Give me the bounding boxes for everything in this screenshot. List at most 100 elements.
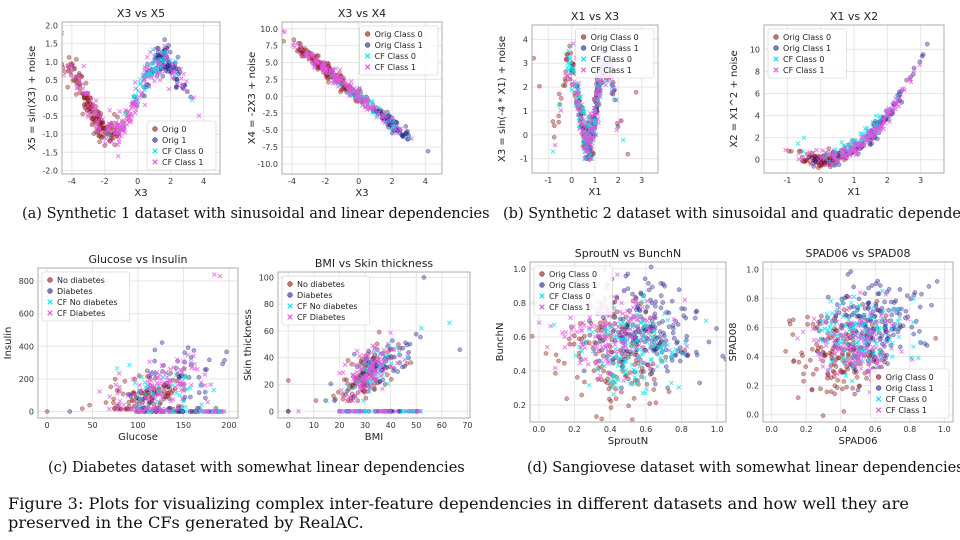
data-point [834, 371, 840, 377]
plot-svg: -4 -2 0 2 4 -2.0 -1.5 -1.0 -0.5 0.0 0.5 1.0 1.5 2.0 X3… [27, 7, 221, 199]
data-point [150, 386, 155, 392]
data-point [630, 305, 636, 310]
data-point [633, 297, 639, 302]
data-point [592, 107, 598, 113]
x-tick-label: 0.4 [834, 425, 847, 434]
data-point [795, 335, 800, 341]
data-point [570, 64, 575, 69]
data-point [909, 356, 915, 362]
data-point [828, 298, 834, 304]
data-point [582, 156, 588, 162]
data-point [646, 287, 652, 293]
data-point [155, 399, 161, 404]
data-point [347, 86, 353, 91]
data-point [803, 364, 809, 369]
data-point [684, 344, 690, 349]
data-point [634, 314, 639, 319]
data-point [362, 358, 367, 364]
subcaption-d: (d) Sangiovese dataset with somewhat lin… [527, 460, 960, 476]
data-point [166, 395, 171, 400]
x-tick-label: 0 [135, 177, 140, 186]
data-point [877, 327, 882, 333]
data-point [618, 117, 623, 123]
data-point [562, 345, 568, 350]
x-tick-label: 0.2 [568, 425, 581, 434]
data-point [152, 358, 157, 364]
x-tick-label: 0.0 [533, 425, 546, 434]
data-point [623, 359, 629, 364]
data-point [867, 332, 872, 338]
data-point [183, 404, 188, 410]
data-point [825, 328, 831, 333]
legend-entry: Orig Class 1 [783, 44, 831, 53]
data-point [641, 324, 647, 330]
data-point [590, 344, 595, 349]
data-point [852, 333, 858, 339]
data-point [637, 308, 643, 313]
data-point [865, 318, 871, 324]
y-tick-label: 5.0 [265, 59, 278, 68]
plot-frame [37, 267, 239, 419]
data-point [115, 406, 121, 412]
x-tick-label: 2 [616, 176, 621, 185]
data-point [93, 106, 99, 111]
data-point [331, 393, 336, 399]
data-point [663, 364, 669, 370]
subcaption-b: (b) Synthetic 2 dataset with sinusoidal … [503, 206, 960, 222]
data-point [807, 150, 813, 155]
data-point [883, 313, 889, 318]
data-point [617, 321, 623, 326]
data-point [588, 156, 594, 162]
data-point [803, 158, 809, 164]
data-point [838, 370, 843, 376]
data-point [795, 395, 801, 400]
data-point [390, 338, 395, 343]
data-point [89, 116, 95, 122]
data-point [581, 133, 587, 139]
data-point [551, 322, 557, 328]
data-point [885, 361, 890, 367]
data-point [185, 386, 190, 392]
data-point [846, 361, 852, 367]
data-point [663, 347, 669, 353]
data-point [601, 363, 607, 369]
data-point [665, 368, 670, 374]
data-point [874, 361, 880, 367]
data-point [881, 355, 887, 361]
data-point [852, 391, 857, 397]
data-point [830, 328, 836, 334]
data-point [188, 394, 193, 400]
data-point [145, 406, 151, 412]
data-point [571, 324, 577, 330]
data-point [675, 339, 680, 345]
y-tick-label: 2 [523, 83, 528, 92]
data-point [658, 350, 664, 356]
data-point [410, 408, 416, 414]
legend: Orig Class 0 Orig Class 1 CF Class 0 CF Cla… [575, 28, 655, 79]
data-point [644, 325, 650, 331]
data-point [877, 115, 883, 121]
data-point [582, 379, 587, 385]
data-point [575, 374, 580, 380]
data-point [117, 398, 123, 404]
data-point [854, 141, 860, 147]
data-point [375, 370, 381, 375]
data-point [297, 43, 303, 48]
y-tick-label: -5.0 [262, 126, 278, 135]
y-tick-label: 1.0 [746, 265, 759, 274]
data-point [111, 400, 116, 406]
data-point [165, 384, 171, 389]
data-point [633, 381, 638, 387]
x-tick-label: 30 [360, 421, 370, 430]
data-point [97, 389, 102, 394]
data-point [562, 83, 568, 88]
data-point [791, 358, 797, 363]
y-axis-label: X4 = -2X3 + noise [247, 52, 258, 144]
data-point [845, 272, 851, 277]
data-point [364, 107, 370, 113]
data-point [861, 341, 867, 347]
legend: No diabetes Diabetes CF No diabetes CF Diab… [41, 271, 131, 322]
data-point [651, 387, 657, 392]
data-point [645, 362, 651, 367]
x-tick-label: 3 [918, 176, 923, 185]
